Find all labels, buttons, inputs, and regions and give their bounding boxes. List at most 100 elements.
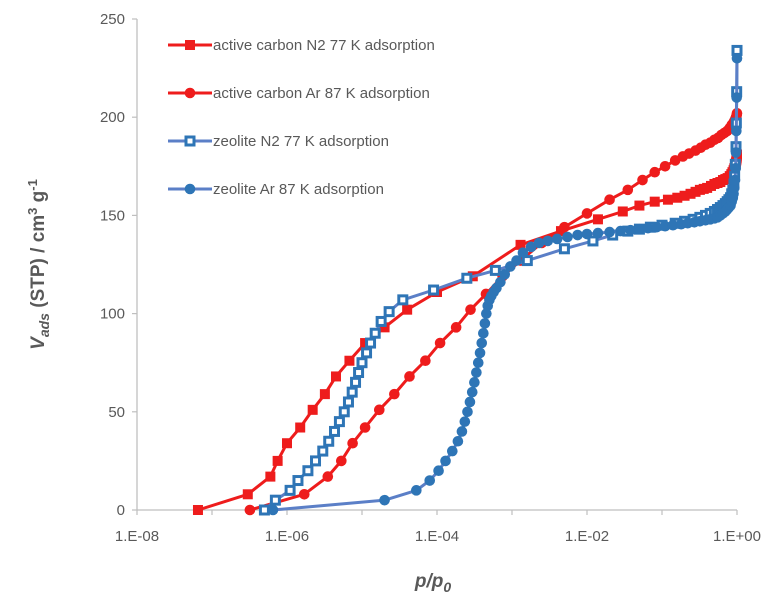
data-point xyxy=(730,147,742,158)
data-point xyxy=(447,445,458,457)
data-point xyxy=(489,264,501,276)
data-point xyxy=(474,347,486,359)
data-point xyxy=(344,355,355,366)
data-point xyxy=(433,465,444,477)
x-tick-label: 1.E-02 xyxy=(565,528,609,545)
data-point xyxy=(411,485,422,496)
data-point xyxy=(323,435,335,447)
data-point xyxy=(292,475,304,487)
legend-swatch-marker xyxy=(185,40,195,50)
y-tick-label: 100 xyxy=(100,306,125,323)
data-point xyxy=(659,220,671,232)
data-point xyxy=(450,322,462,333)
tick-labels: 0 50 100 150 200 250 1.E-08 1.E-06 1.E-04 1.E-02 1… xyxy=(100,11,761,545)
data-series xyxy=(192,44,743,516)
data-point xyxy=(581,208,593,219)
y-tick-label: 0 xyxy=(117,502,125,519)
y-axis-title: Vads (STP) / cm3 g-1 xyxy=(25,179,52,350)
data-point xyxy=(404,371,415,382)
legend: active carbon N2 77 K adsorption active c… xyxy=(168,37,435,198)
legend-swatch-marker xyxy=(184,183,196,195)
data-point xyxy=(461,272,473,284)
data-point xyxy=(517,247,529,259)
data-point xyxy=(542,235,554,247)
data-point xyxy=(383,306,395,318)
data-point xyxy=(649,196,660,207)
data-point xyxy=(604,226,615,238)
data-point xyxy=(317,445,329,457)
data-point xyxy=(615,225,626,237)
x-tick-label: 1.E-04 xyxy=(415,528,459,545)
data-point xyxy=(479,318,491,329)
data-point xyxy=(622,184,634,196)
data-point xyxy=(730,162,741,174)
data-point xyxy=(471,367,482,378)
data-point xyxy=(499,269,511,280)
data-point xyxy=(625,224,636,236)
data-point xyxy=(440,455,451,467)
data-point xyxy=(728,182,740,194)
data-point xyxy=(346,386,358,398)
data-point xyxy=(397,294,409,306)
data-point xyxy=(336,455,347,467)
data-point xyxy=(269,494,281,506)
data-point xyxy=(521,255,533,267)
axis-titles: p/p0 Vads (STP) / cm3 g-1 xyxy=(25,179,451,595)
data-point xyxy=(379,494,390,506)
data-point xyxy=(192,505,203,515)
data-point xyxy=(302,465,314,477)
data-point xyxy=(731,125,742,137)
data-point xyxy=(511,255,522,266)
data-point xyxy=(298,488,310,500)
data-point xyxy=(265,471,276,482)
legend-item: active carbon N2 77 K adsorption xyxy=(168,37,435,54)
data-point xyxy=(472,357,484,369)
data-point xyxy=(515,239,526,250)
data-point xyxy=(365,337,377,349)
data-point xyxy=(452,435,464,447)
data-point xyxy=(310,455,322,467)
data-point xyxy=(420,355,431,367)
data-point xyxy=(307,404,318,415)
data-point xyxy=(525,241,537,253)
legend-label: zeolite Ar 87 K adsorption xyxy=(213,181,384,198)
data-point xyxy=(469,377,480,388)
data-point xyxy=(379,322,390,333)
data-point xyxy=(295,422,306,433)
data-point xyxy=(685,188,696,199)
data-point xyxy=(651,221,663,233)
data-point xyxy=(319,389,330,400)
x-tick-label: 1.E+00 xyxy=(713,528,761,545)
data-point xyxy=(282,438,292,449)
data-point xyxy=(637,174,648,186)
y-tick-label: 200 xyxy=(100,109,125,126)
legend-label: active carbon Ar 87 K adsorption xyxy=(213,85,430,102)
data-point xyxy=(342,396,354,408)
data-point xyxy=(329,425,341,437)
data-point xyxy=(634,200,645,211)
data-point xyxy=(572,229,583,241)
data-point xyxy=(562,231,573,243)
data-point xyxy=(551,233,563,245)
y-tick-label: 250 xyxy=(100,11,125,28)
x-tick-label: 1.E-06 xyxy=(265,528,309,545)
data-point xyxy=(634,223,645,235)
data-point xyxy=(592,214,603,225)
data-point xyxy=(617,206,628,217)
data-point xyxy=(587,235,599,247)
y-tick-label: 150 xyxy=(100,207,125,224)
data-point xyxy=(662,194,673,205)
data-point xyxy=(465,304,476,315)
data-point xyxy=(731,52,743,64)
data-point xyxy=(559,221,570,233)
data-point xyxy=(350,376,362,388)
data-point xyxy=(322,471,334,482)
data-point xyxy=(242,489,253,500)
data-point xyxy=(353,367,365,379)
data-point xyxy=(330,371,341,382)
data-point xyxy=(642,222,654,234)
data-point xyxy=(459,416,471,427)
x-axis-title: p/p0 xyxy=(414,571,452,595)
legend-label: zeolite N2 77 K adsorption xyxy=(213,133,389,150)
